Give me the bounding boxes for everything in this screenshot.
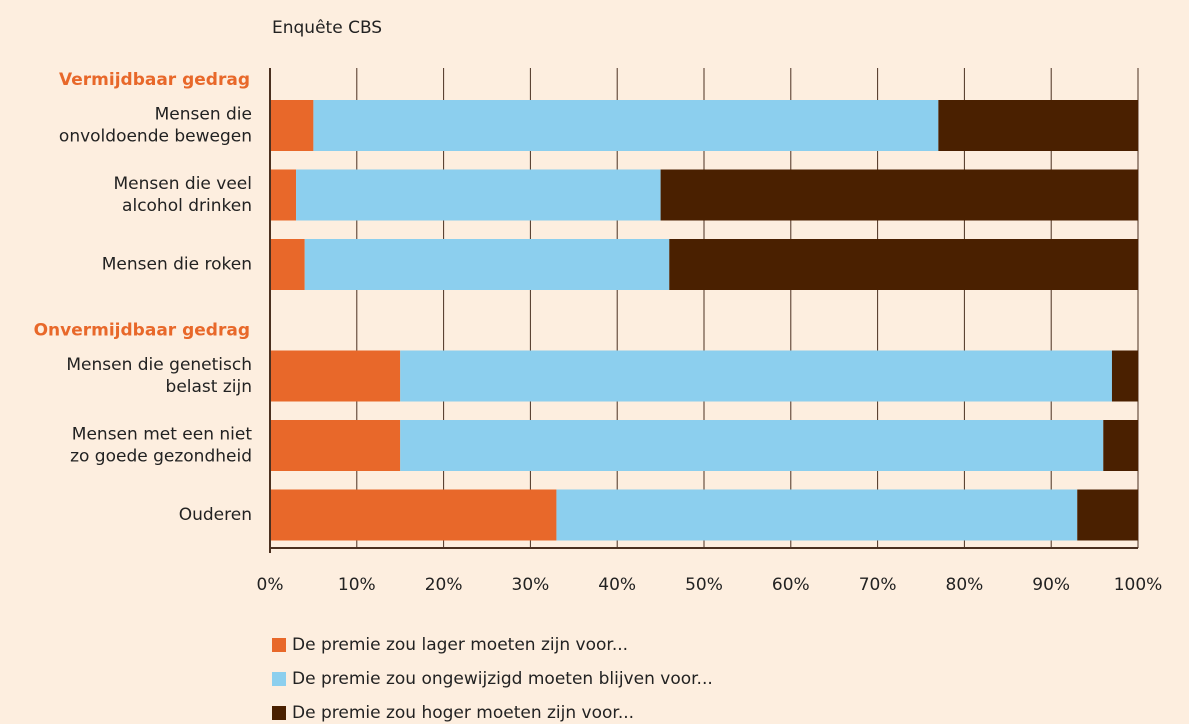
y-tick-label: Mensen met een niet <box>72 425 253 445</box>
x-tick-label: 30% <box>512 575 550 595</box>
bar <box>270 350 401 402</box>
bar <box>556 489 1078 541</box>
x-tick-label: 90% <box>1032 575 1070 595</box>
bar <box>313 100 939 151</box>
bar <box>669 239 1138 290</box>
x-tick-label: 70% <box>859 575 897 595</box>
bar <box>270 100 314 151</box>
legend-label: De premie zou lager moeten zijn voor... <box>292 635 628 655</box>
bar <box>304 239 670 290</box>
x-tick-label: 20% <box>425 575 463 595</box>
bar <box>1077 489 1138 541</box>
bar <box>400 420 1104 471</box>
bar <box>938 100 1138 151</box>
x-tick-label: 10% <box>338 575 376 595</box>
x-tick-label: 100% <box>1114 575 1163 595</box>
legend-swatch <box>272 706 286 720</box>
x-tick-label: 80% <box>946 575 984 595</box>
bar <box>400 350 1112 402</box>
y-tick-label: onvoldoende bewegen <box>59 127 252 147</box>
y-tick-label: belast zijn <box>166 377 252 397</box>
legend-label: De premie zou ongewijzigd moeten blijven… <box>292 669 713 689</box>
bar <box>660 169 1138 221</box>
legend-swatch <box>272 638 286 652</box>
group-label: Vermijdbaar gedrag <box>59 70 250 90</box>
bar <box>270 169 297 221</box>
y-tick-label: alcohol drinken <box>122 196 252 216</box>
chart-title: Enquête CBS <box>272 18 382 38</box>
x-tick-label: 50% <box>685 575 723 595</box>
y-tick-label: Mensen die veel <box>114 174 252 194</box>
legend-swatch <box>272 672 286 686</box>
y-tick-label: Mensen die <box>155 105 252 125</box>
bar <box>270 420 401 471</box>
bar <box>270 489 557 541</box>
y-tick-label: zo goede gezondheid <box>70 447 252 467</box>
bar <box>296 169 661 221</box>
y-tick-label: Ouderen <box>179 505 252 525</box>
y-tick-label: Mensen die genetisch <box>66 355 252 375</box>
bar <box>1111 350 1138 402</box>
legend-label: De premie zou hoger moeten zijn voor... <box>292 703 634 723</box>
y-tick-label: Mensen die roken <box>102 255 252 275</box>
x-tick-label: 0% <box>257 575 284 595</box>
bar <box>270 239 305 290</box>
group-label: Onvermijdbaar gedrag <box>34 321 250 341</box>
x-tick-label: 40% <box>598 575 636 595</box>
x-tick-label: 60% <box>772 575 810 595</box>
bar <box>1103 420 1138 471</box>
